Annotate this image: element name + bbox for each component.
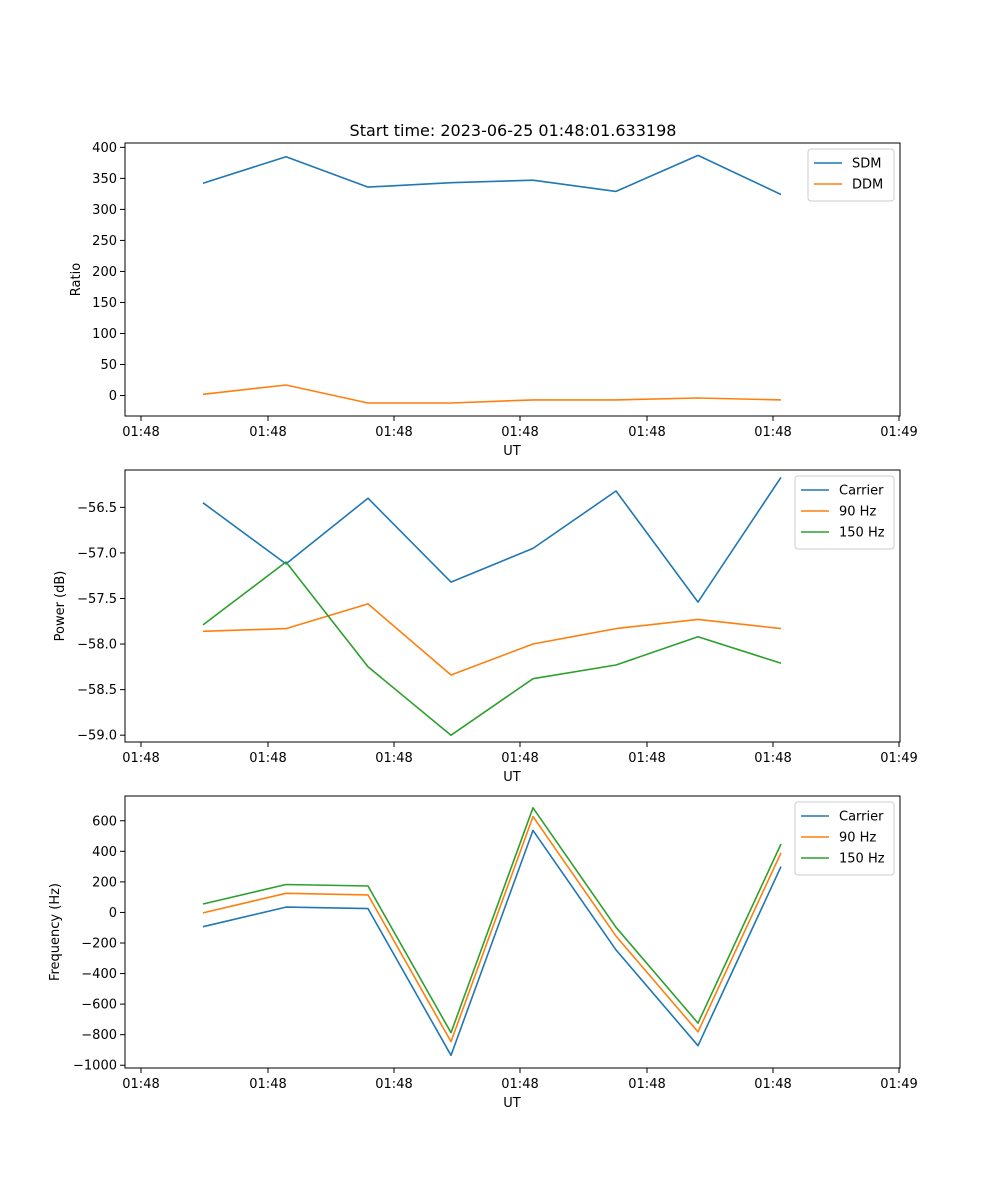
chart-panel-2: −59.0 −58.5 −58.0 −57.5 −57.0 −56.5 01:48 01:48… [53, 469, 918, 785]
series-line-ddm [202, 384, 782, 404]
y-tick-label: 0 [109, 906, 117, 921]
legend-box [794, 475, 895, 550]
y-tick-label: −1000 [73, 1059, 117, 1074]
y-tick-label: 250 [92, 234, 117, 249]
y-tick-label: −400 [81, 967, 117, 982]
x-tick-label: 01:48 [122, 1077, 159, 1092]
legend-label: DDM [852, 178, 883, 193]
axes-frame [124, 469, 901, 743]
x-tick-label: 01:48 [628, 751, 665, 766]
legend-label: 150 Hz [839, 852, 885, 867]
series-line-carrier [202, 829, 782, 1057]
y-tick-label: −58.5 [77, 683, 117, 698]
legend-label: Carrier [839, 484, 884, 499]
y-tick-label: 300 [92, 203, 117, 218]
x-tick-label: 01:48 [375, 1077, 412, 1092]
x-axis-label: UT [503, 1096, 521, 1111]
y-tick-label: −800 [81, 1028, 117, 1043]
x-tick-label: 01:48 [628, 425, 665, 440]
x-tick-label: 01:48 [375, 425, 412, 440]
x-tick-label: 01:48 [122, 425, 159, 440]
x-tick-label: 01:49 [880, 425, 917, 440]
x-tick-label: 01:48 [754, 1077, 791, 1092]
chart-panel-3: −1000 −800 −600 −400 −200 0 200 400 600 01:48 01:4… [48, 795, 918, 1111]
axes-frame [124, 795, 901, 1069]
axes-frame [124, 142, 901, 417]
x-tick-label: 01:48 [754, 425, 791, 440]
y-tick-label: 50 [100, 358, 117, 373]
series-line-90-hz [202, 603, 782, 676]
x-tick-label: 01:48 [628, 1077, 665, 1092]
legend-label: 150 Hz [839, 526, 885, 541]
y-tick-label: −59.0 [77, 729, 117, 744]
legend-label: 90 Hz [839, 831, 876, 846]
y-tick-label: 600 [92, 814, 117, 829]
y-tick-label: 350 [92, 172, 117, 187]
legend-box [807, 148, 895, 202]
x-tick-label: 01:49 [880, 751, 917, 766]
legend: Carrier 90 Hz 150 Hz [794, 475, 895, 550]
y-tick-label: 100 [92, 327, 117, 342]
y-tick-label: 400 [92, 141, 117, 156]
x-tick-label: 01:48 [501, 751, 538, 766]
x-tick-label: 01:48 [122, 751, 159, 766]
x-tick-label: 01:49 [880, 1077, 917, 1092]
legend-label: 90 Hz [839, 505, 876, 520]
y-tick-label: 200 [92, 265, 117, 280]
legend-label: SDM [852, 157, 881, 172]
y-tick-label: −200 [81, 937, 117, 952]
x-tick-label: 01:48 [375, 751, 412, 766]
y-tick-label: −56.5 [77, 501, 117, 516]
y-tick-label: −600 [81, 998, 117, 1013]
y-axis-label: Power (dB) [53, 571, 68, 642]
legend: SDM DDM [807, 148, 895, 202]
y-tick-label: −57.5 [77, 592, 117, 607]
x-tick-label: 01:48 [249, 751, 286, 766]
y-tick-label: −57.0 [77, 546, 117, 561]
series-line-150-hz [202, 561, 782, 737]
y-tick-label: 400 [92, 845, 117, 860]
y-tick-label: 200 [92, 875, 117, 890]
x-tick-label: 01:48 [754, 751, 791, 766]
series-line-carrier [202, 476, 782, 603]
x-axis-label: UT [503, 770, 521, 785]
legend: Carrier 90 Hz 150 Hz [794, 801, 895, 876]
x-axis-label: UT [503, 444, 521, 459]
x-tick-label: 01:48 [249, 1077, 286, 1092]
x-tick-label: 01:48 [501, 425, 538, 440]
chart-panel-1: 0 50 100 150 200 250 300 350 400 01:48 01:48 01:48 0… [69, 141, 918, 459]
figure-title: Start time: 2023-06-25 01:48:01.633198 [350, 121, 677, 140]
series-line-sdm [202, 154, 782, 196]
series-line-90-hz [202, 815, 782, 1043]
y-axis-label: Ratio [69, 263, 84, 296]
y-tick-label: 0 [109, 389, 117, 404]
legend-box [794, 801, 895, 876]
x-tick-label: 01:48 [249, 425, 286, 440]
legend-label: Carrier [839, 810, 884, 825]
y-axis-label: Frequency (Hz) [48, 883, 63, 981]
y-tick-label: 150 [92, 296, 117, 311]
y-tick-label: −58.0 [77, 638, 117, 653]
series-line-150-hz [202, 806, 782, 1034]
x-tick-label: 01:48 [501, 1077, 538, 1092]
